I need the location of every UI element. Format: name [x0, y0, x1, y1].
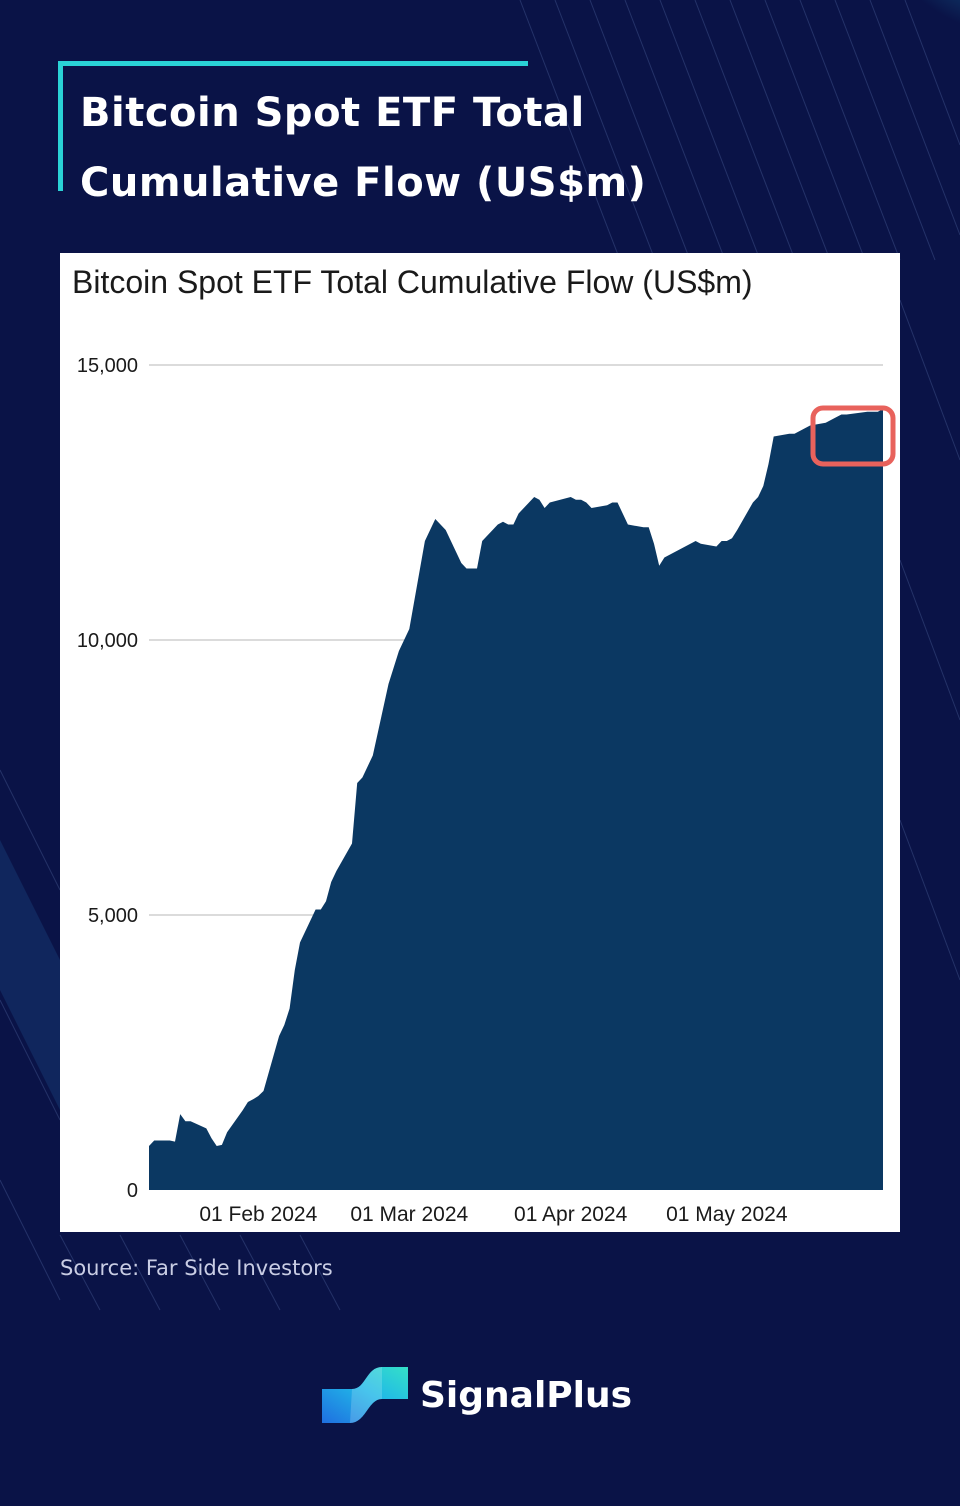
x-tick-label: 01 May 2024	[666, 1203, 788, 1226]
y-tick-label: 10,000	[77, 630, 138, 652]
cumulative-flow-area	[149, 409, 883, 1190]
title-accent-bar-vertical	[58, 61, 63, 191]
source-note: Source: Far Side Investors	[60, 1256, 333, 1280]
x-tick-label: 01 Mar 2024	[350, 1203, 468, 1226]
brand-name: SignalPlus	[420, 1374, 633, 1416]
y-tick-label: 0	[127, 1180, 138, 1202]
page-title: Bitcoin Spot ETF Total Cumulative Flow (…	[80, 90, 647, 206]
plot-area	[149, 409, 883, 1190]
y-axis-ticks: 0 5,000 10,000 15,000	[77, 355, 138, 1202]
brand-footer: SignalPlus	[322, 1362, 632, 1428]
x-tick-label: 01 Feb 2024	[199, 1203, 317, 1226]
title-accent-bar	[58, 61, 528, 66]
area-chart: Bitcoin Spot ETF Total Cumulative Flow (…	[72, 264, 896, 1226]
latest-value-highlight-box	[810, 405, 896, 467]
x-tick-label: 01 Apr 2024	[514, 1203, 628, 1226]
signalplus-logo-icon	[322, 1367, 408, 1423]
chart-panel: Bitcoin Spot ETF Total Cumulative Flow (…	[60, 253, 900, 1232]
chart-title: Bitcoin Spot ETF Total Cumulative Flow (…	[72, 264, 753, 300]
y-tick-label: 5,000	[88, 905, 138, 927]
y-tick-label: 15,000	[77, 355, 138, 377]
x-axis-ticks: 01 Feb 2024 01 Mar 2024 01 Apr 2024 01 May …	[199, 1203, 788, 1226]
